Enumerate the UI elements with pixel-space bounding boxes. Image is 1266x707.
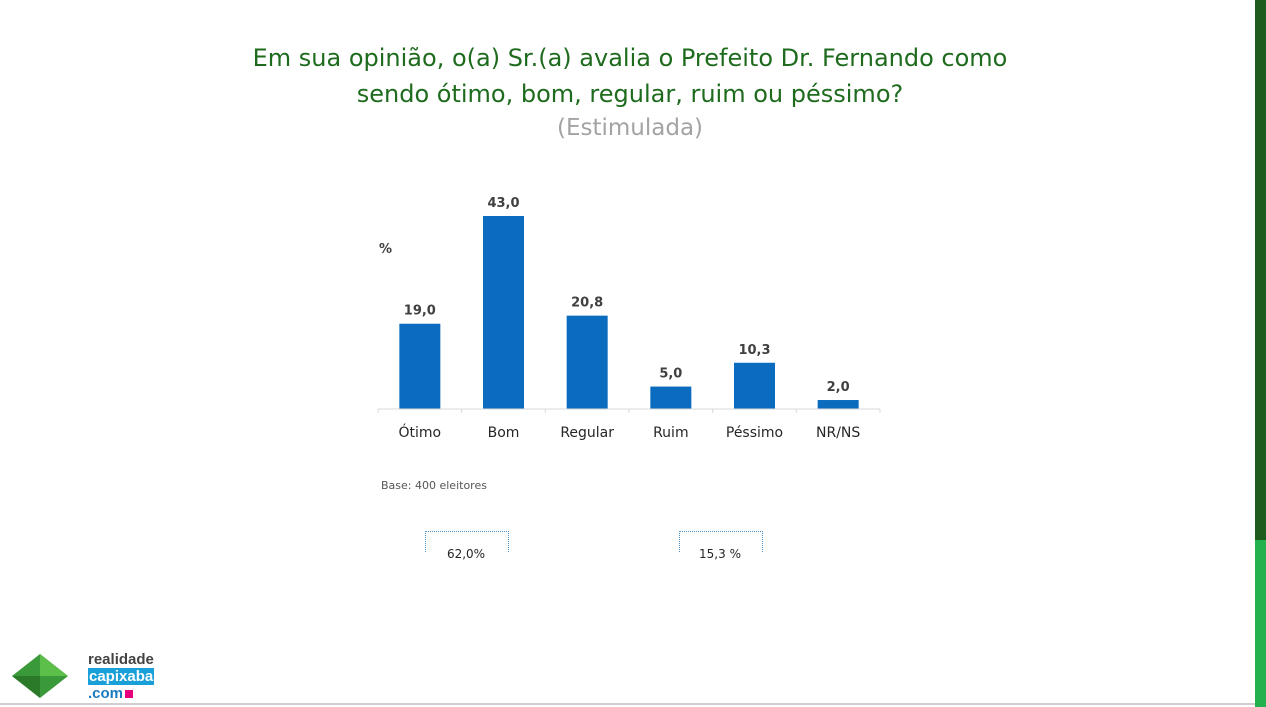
chart-subtitle: (Estimulada): [556, 115, 704, 141]
x-ticks: Ótimo Bom Regular Ruim Péssimo NR/NS: [377, 409, 881, 441]
logo-text: realidade capixaba .com: [88, 651, 155, 702]
category-label-1: Bom: [488, 425, 520, 441]
value-label-3: 5,0: [659, 367, 682, 382]
category-label-0: Ótimo: [399, 423, 442, 441]
logo-line-3-text: .com: [88, 685, 124, 702]
bracket-negative: [679, 531, 763, 552]
bar-0: [399, 323, 441, 409]
bar-5: [817, 400, 859, 409]
bar-2: [566, 315, 608, 409]
base-note: Base: 400 eleitores: [381, 479, 487, 492]
bracket-positive: [425, 531, 509, 552]
category-label-2: Regular: [560, 425, 614, 441]
bracket-negative-label: 15,3 %: [699, 547, 741, 561]
chart-title: Em sua opinião, o(a) Sr.(a) avalia o Pre…: [200, 40, 1060, 112]
value-label-5: 2,0: [827, 380, 850, 395]
value-label-2: 20,8: [571, 296, 603, 311]
value-label-4: 10,3: [738, 343, 770, 358]
logo-line-3: .com: [88, 685, 154, 702]
logo-line-1: realidade: [88, 651, 154, 668]
bar-4: [734, 362, 775, 409]
accent-bar-light: [1255, 540, 1266, 707]
bar-1: [483, 216, 524, 409]
category-label-4: Péssimo: [726, 425, 783, 441]
bar-3: [650, 386, 692, 409]
accent-bar-dark: [1255, 0, 1266, 540]
unit-label: %: [379, 242, 392, 257]
bottom-divider: [0, 703, 1255, 705]
value-label-1: 43,0: [487, 196, 519, 211]
category-label-3: Ruim: [653, 425, 689, 441]
bars-group: 19,0 43,0 20,8 5,0 10,3 2,0: [399, 196, 859, 409]
category-label-5: NR/NS: [816, 425, 860, 441]
value-label-0: 19,0: [404, 304, 436, 319]
logo-line-2: capixaba: [88, 668, 155, 685]
chart-title-line-2: sendo ótimo, bom, regular, ruim ou péssi…: [356, 80, 904, 108]
logo-diamond-icon: [12, 654, 68, 698]
logo-dot-icon: [125, 690, 134, 698]
bracket-positive-label: 62,0%: [446, 547, 486, 561]
chart-title-line-1: Em sua opinião, o(a) Sr.(a) avalia o Pre…: [252, 44, 1008, 72]
